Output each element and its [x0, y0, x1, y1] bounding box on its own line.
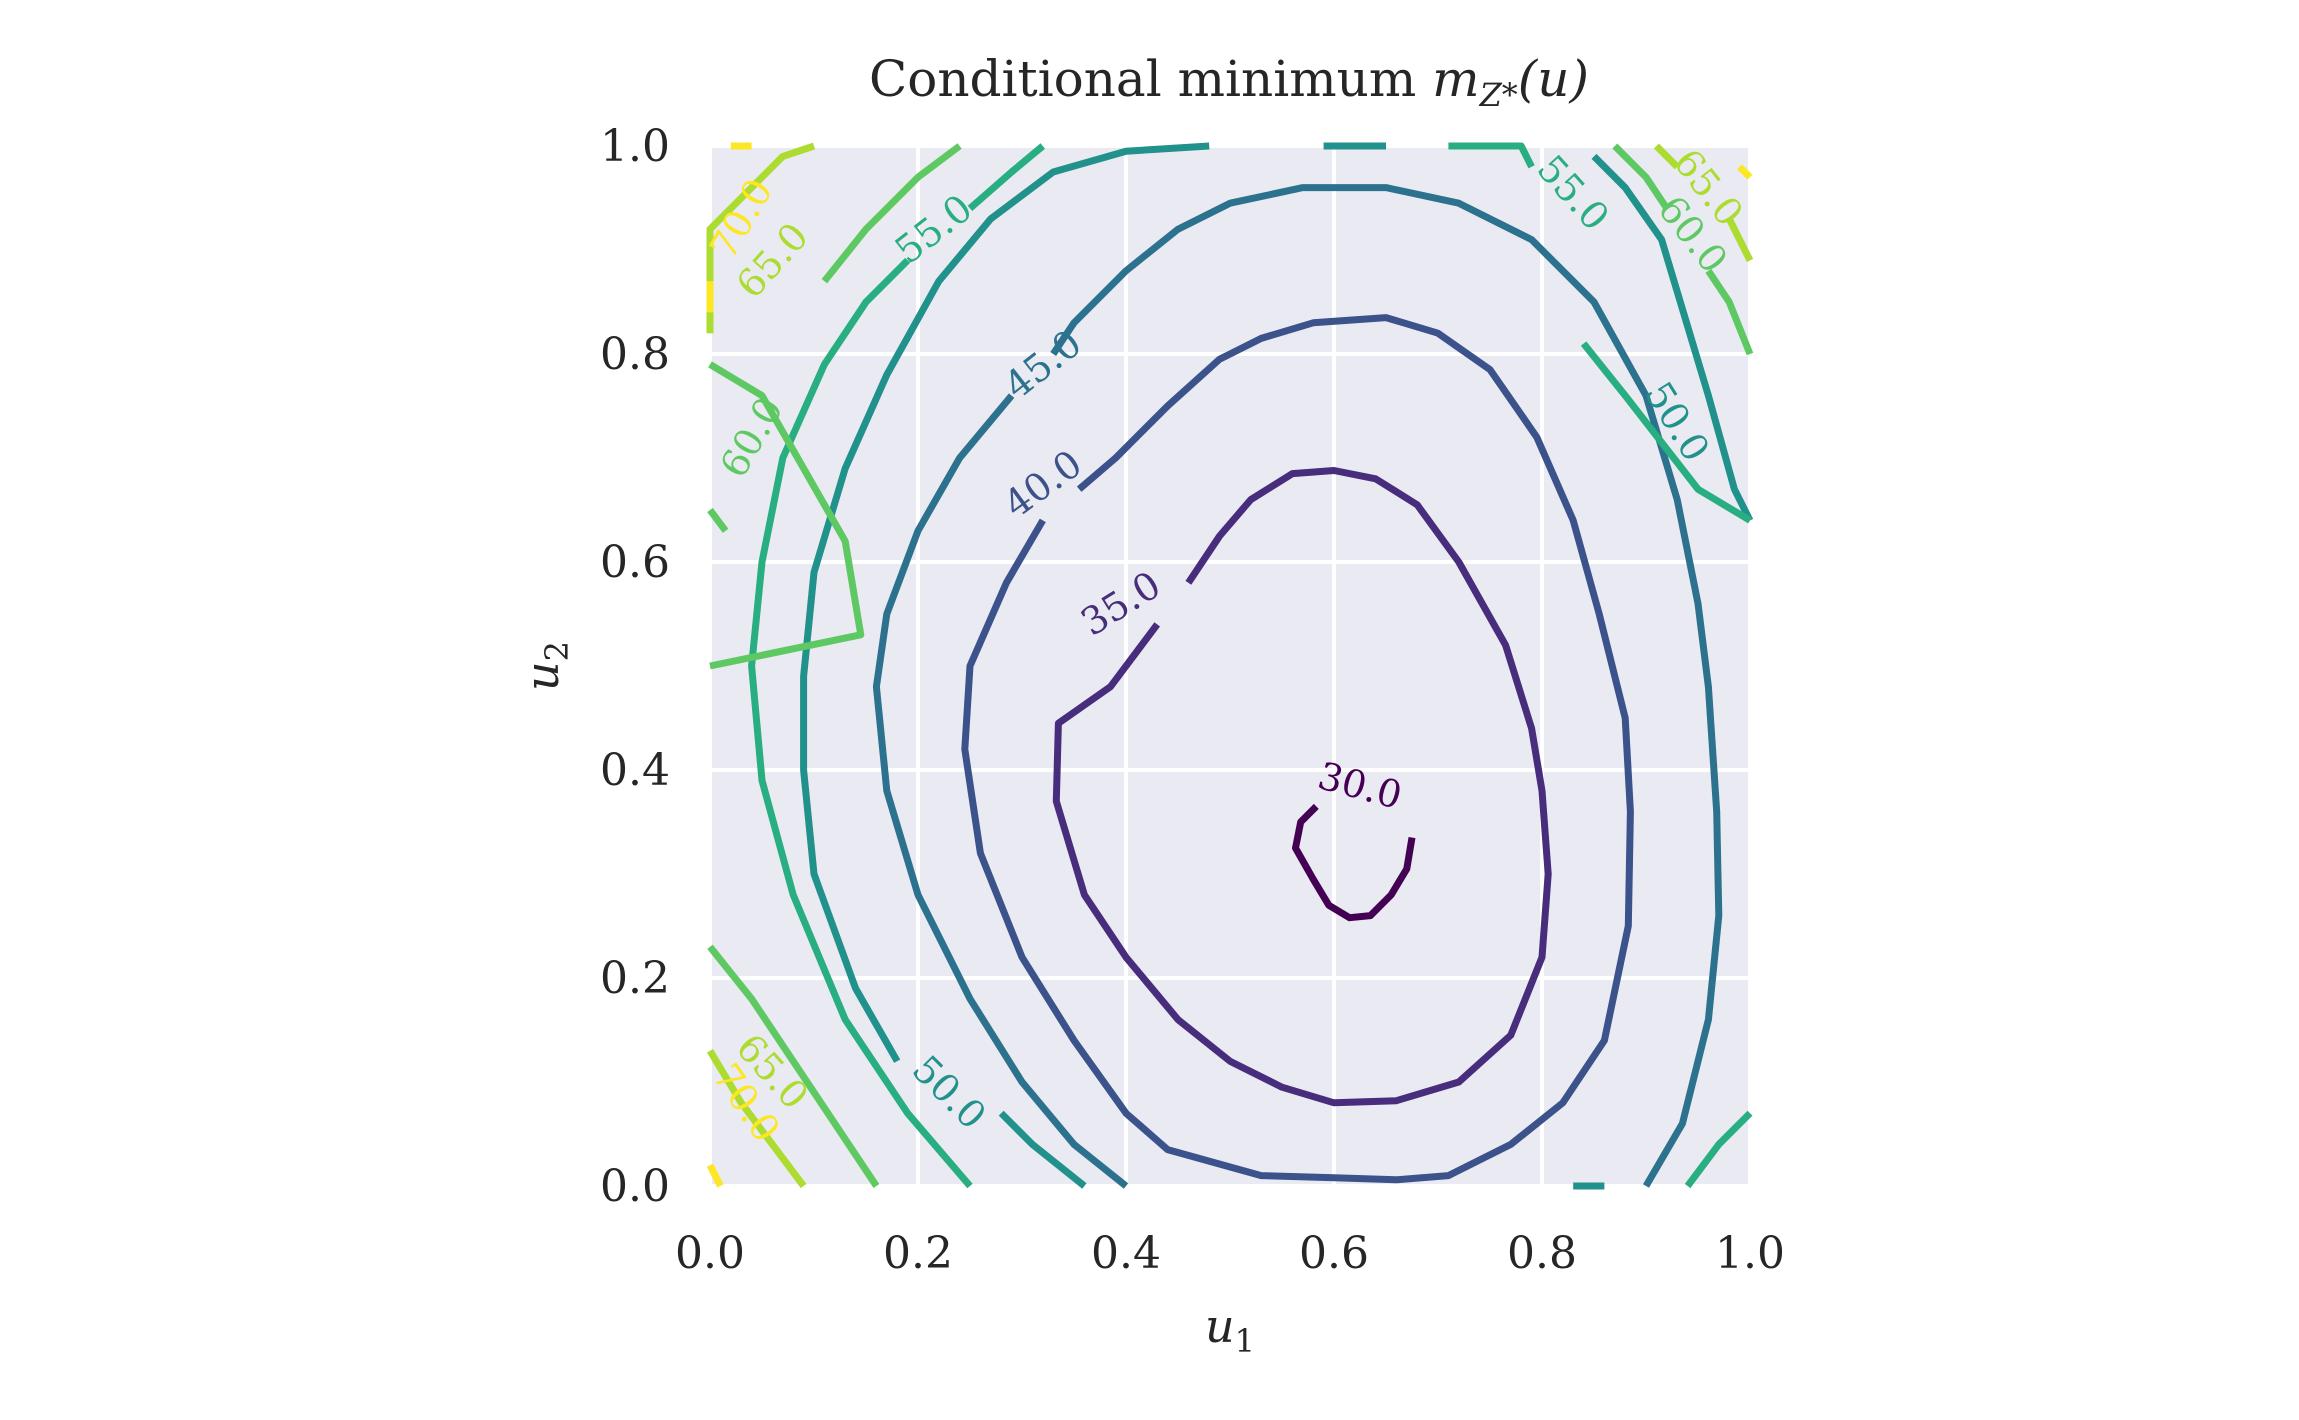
y-axis-label: u2 — [515, 641, 576, 691]
x-tick-label: 0.8 — [1507, 1228, 1577, 1279]
plot-area — [710, 146, 1750, 1186]
chart-title: Conditional minimum mZ*(u) — [869, 50, 1589, 114]
contour-line-55.0 — [748, 257, 973, 1189]
contour-line-30.0 — [1292, 803, 1416, 922]
y-tick-label: 0.4 — [600, 745, 670, 796]
x-axis-label-sub: 1 — [1235, 1322, 1255, 1360]
contour-line-65.0 — [706, 142, 816, 334]
contour-line-65.0 — [1726, 217, 1754, 262]
contour-line-60.0 — [821, 143, 962, 284]
contour-line-60.0 — [1705, 268, 1754, 356]
contour-line-50.0 — [1591, 153, 1754, 522]
contour-line-60.0 — [1612, 143, 1670, 211]
y-tick-label: 0.2 — [600, 953, 670, 1004]
contour-line-35.0 — [1052, 467, 1552, 1107]
x-axis-label-base: u — [1205, 1299, 1235, 1353]
y-tick-label: 0.6 — [600, 537, 670, 588]
y-tick-label: 0.0 — [600, 1161, 670, 1212]
contour-line-60.0 — [708, 361, 865, 670]
y-tick-label: 1.0 — [600, 121, 670, 172]
chart-title-text: Conditional minimum — [869, 50, 1432, 108]
x-tick-label: 0.4 — [1091, 1228, 1161, 1279]
y-tick-label: 0.8 — [600, 329, 670, 380]
contour-line-50.0 — [998, 1110, 1087, 1189]
contour-line-55.0 — [1448, 142, 1535, 169]
contour-line-55.0 — [967, 143, 1046, 212]
contour-line-60.0 — [707, 944, 880, 1188]
contour-line-50.0 — [800, 142, 1210, 1063]
contour-line-40.0 — [961, 314, 1634, 1184]
contour-line-60.0 — [707, 507, 729, 533]
chart-title-math-base: m — [1432, 50, 1479, 108]
x-tick-labels: 0.0 0.2 0.4 0.6 0.8 1.0 — [675, 1228, 1785, 1279]
contour-line-70.0 — [706, 1163, 724, 1188]
contour-line-55.0 — [1580, 341, 1752, 524]
contour-line-65.0 — [1653, 143, 1680, 170]
x-tick-label: 0.6 — [1299, 1228, 1369, 1279]
y-axis-label-base: u — [515, 661, 569, 691]
y-axis-label-sub: 2 — [538, 641, 576, 661]
contour-line-45.0 — [1050, 184, 1723, 1188]
x-tick-label: 0.0 — [675, 1228, 745, 1279]
x-tick-label: 0.2 — [883, 1228, 953, 1279]
contour-line-65.0 — [706, 1048, 807, 1189]
x-axis-label: u1 — [1205, 1299, 1255, 1360]
x-tick-label: 1.0 — [1715, 1228, 1785, 1279]
contour-line-70.0 — [1737, 164, 1753, 180]
contour-line-55.0 — [1684, 1110, 1753, 1189]
y-tick-labels: 0.0 0.2 0.4 0.6 0.8 1.0 — [600, 121, 670, 1212]
chart-title-math-sub: Z* — [1479, 76, 1518, 114]
contour-line-45.0 — [872, 393, 1129, 1189]
chart-title-math-args: (u) — [1518, 50, 1589, 108]
contour-lines — [706, 142, 1754, 1190]
